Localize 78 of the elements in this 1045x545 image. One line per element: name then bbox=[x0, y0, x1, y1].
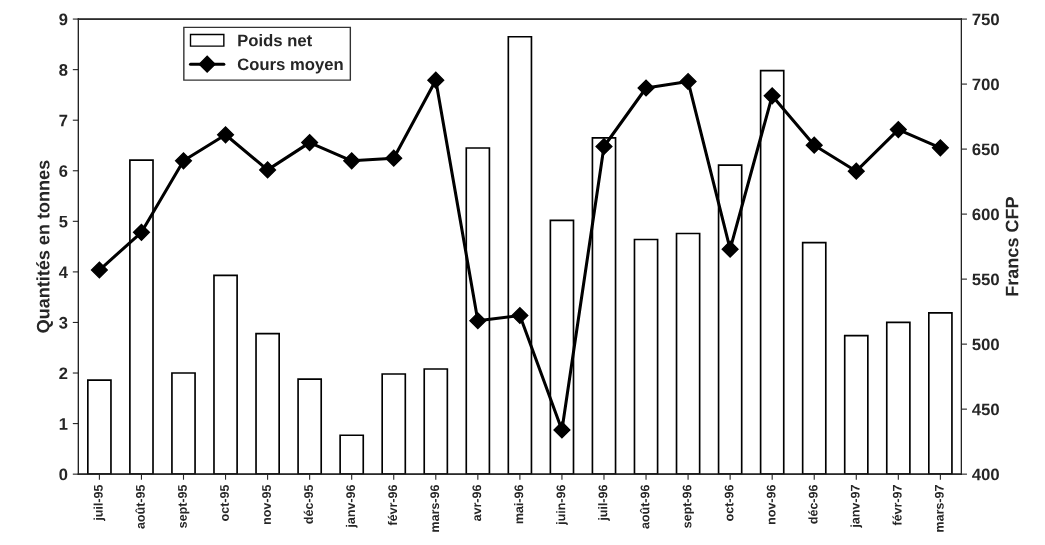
bar bbox=[885, 321, 911, 475]
bar bbox=[675, 232, 701, 475]
x-tick-label: avr-96 bbox=[472, 485, 482, 522]
x-tick-label: janv-96 bbox=[345, 485, 358, 528]
legend-label: Cours moyen bbox=[237, 58, 343, 74]
y-tick-label: 5 bbox=[59, 215, 68, 228]
y-tick-label: 4 bbox=[58, 266, 68, 278]
y2-tick-label: 750 bbox=[972, 13, 999, 26]
y2-tick-label: 550 bbox=[972, 273, 999, 286]
x-tick-label: juil-95 bbox=[93, 484, 106, 521]
x-tick-label: nov-95 bbox=[262, 484, 271, 525]
x-tick-label: févr-97 bbox=[892, 485, 902, 526]
point bbox=[763, 87, 781, 105]
point bbox=[679, 72, 697, 91]
x-tick-label: août-96 bbox=[639, 485, 650, 529]
y-tick-label: 6 bbox=[59, 165, 68, 177]
bar bbox=[255, 332, 280, 475]
point bbox=[343, 152, 361, 170]
y-tick-label: 0 bbox=[59, 468, 68, 481]
y-tick-label: 3 bbox=[59, 316, 68, 329]
y2-axis-title: Francs CFP bbox=[1005, 197, 1019, 296]
y-tick-label: 7 bbox=[59, 114, 68, 127]
point bbox=[511, 306, 529, 325]
point bbox=[90, 261, 108, 279]
x-tick-label: juil-96 bbox=[598, 485, 610, 521]
y2-tick-label: 700 bbox=[972, 78, 999, 91]
bar bbox=[213, 274, 238, 475]
y2-tick-label: 500 bbox=[972, 338, 999, 351]
x-tick-label: juin-96 bbox=[556, 485, 568, 526]
point bbox=[847, 162, 865, 180]
x-tick-label: févr-96 bbox=[387, 485, 398, 526]
x-tick-label: oct-96 bbox=[724, 485, 734, 521]
bar bbox=[297, 378, 323, 475]
point bbox=[427, 71, 445, 89]
y-tick-label: 9 bbox=[59, 13, 68, 26]
x-tick-label: déc-96 bbox=[808, 485, 818, 524]
bar bbox=[171, 372, 196, 475]
legend-label: Poids net bbox=[238, 34, 312, 47]
x-tick-label: janv-97 bbox=[850, 485, 863, 528]
bar bbox=[381, 373, 407, 475]
point bbox=[595, 137, 613, 156]
x-tick-label: nov-96 bbox=[766, 485, 776, 525]
x-tick-label: mars-96 bbox=[430, 485, 440, 532]
point bbox=[301, 134, 319, 152]
point bbox=[889, 121, 907, 139]
point bbox=[637, 79, 655, 97]
bar bbox=[339, 434, 365, 475]
point bbox=[216, 126, 235, 144]
bar bbox=[927, 312, 953, 475]
y2-tick-label: 600 bbox=[972, 208, 999, 221]
x-tick-label: août-95 bbox=[135, 484, 145, 529]
bar bbox=[843, 334, 869, 475]
point bbox=[805, 136, 823, 154]
point bbox=[931, 139, 949, 157]
point bbox=[385, 149, 403, 167]
x-tick-label: déc-95 bbox=[303, 484, 313, 524]
point bbox=[132, 223, 151, 241]
x-tick-label: sept-96 bbox=[682, 485, 694, 528]
point bbox=[174, 152, 193, 170]
point bbox=[553, 421, 571, 439]
y2-tick-label: 400 bbox=[972, 468, 999, 481]
y-tick-label: 1 bbox=[59, 418, 68, 430]
y-tick-label: 8 bbox=[59, 64, 68, 76]
bar bbox=[87, 379, 112, 475]
point bbox=[259, 161, 277, 179]
bar bbox=[423, 368, 449, 475]
bar bbox=[801, 241, 827, 475]
bar bbox=[633, 238, 659, 475]
y-tick-label: 2 bbox=[59, 367, 68, 380]
y2-tick-label: 650 bbox=[972, 143, 999, 156]
point bbox=[721, 240, 739, 258]
y-axis-title: Quantités en tonnes bbox=[36, 160, 53, 333]
x-tick-label: oct-95 bbox=[220, 484, 229, 521]
x-tick-label: mars-97 bbox=[934, 485, 944, 532]
point bbox=[469, 312, 487, 330]
x-tick-label: mai-96 bbox=[514, 485, 524, 524]
y2-tick-label: 450 bbox=[972, 403, 999, 416]
x-tick-label: sept-95 bbox=[178, 484, 190, 528]
